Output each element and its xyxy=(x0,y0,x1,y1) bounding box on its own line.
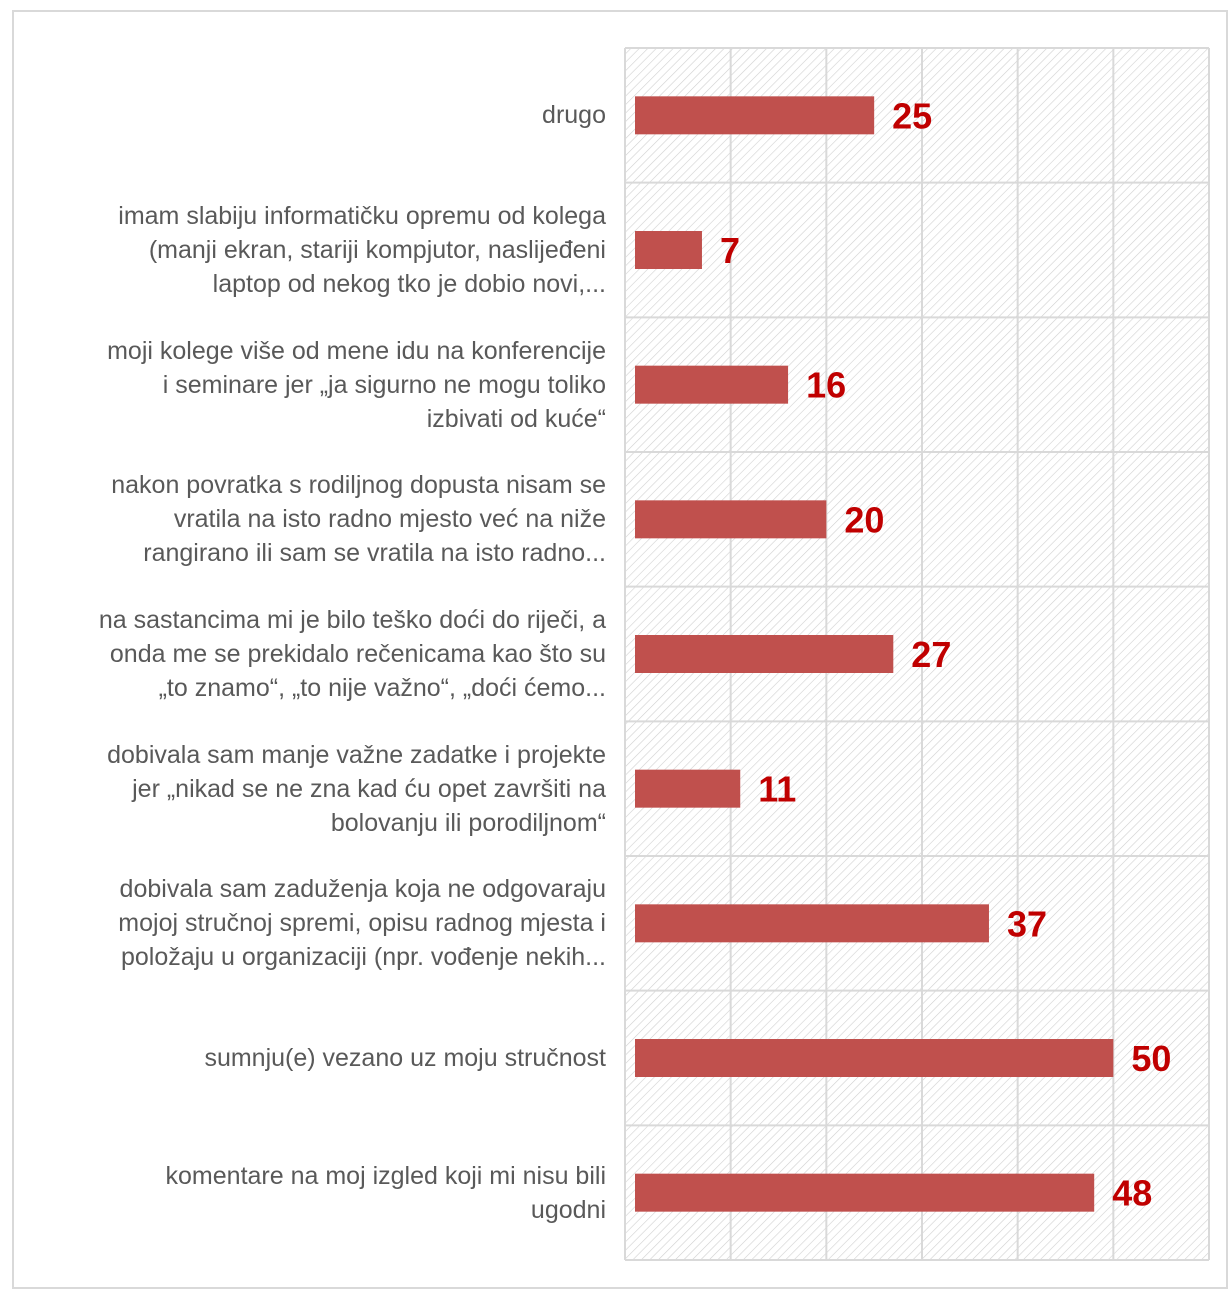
category-label-line: „to znamo“, „to nije važno“, „doći ćemo.… xyxy=(158,673,606,702)
category-label: komentare na moj izgled koji mi nisu bil… xyxy=(20,1125,606,1260)
bar xyxy=(635,769,741,808)
category-label-line: nakon povratka s rodiljnog dopusta nisam… xyxy=(111,471,606,500)
bar xyxy=(635,904,989,943)
category-label-line: komentare na moj izgled koji mi nisu bil… xyxy=(165,1161,606,1190)
bar xyxy=(635,635,894,673)
bars xyxy=(635,96,1114,1212)
value-label: 48 xyxy=(1112,1173,1152,1214)
category-label-line: dobivala sam manje važne zadatke i proje… xyxy=(107,740,606,769)
category-label-line: jer „nikad se ne zna kad ću opet završit… xyxy=(132,774,606,803)
category-label-line: laptop od nekog tko je dobio novi,... xyxy=(212,269,606,298)
value-label: 7 xyxy=(720,230,740,271)
category-label-line: položaju u organizaciji (npr. vođenje ne… xyxy=(120,943,606,972)
category-label-line: vratila na isto radno mjesto već na niže xyxy=(173,505,606,534)
category-label-line: ugodni xyxy=(530,1195,606,1224)
category-label-line: na sastancima mi je bilo teško doći do r… xyxy=(98,605,606,634)
bar xyxy=(635,1173,1095,1212)
data-labels: 25 7 16 20 27 11 37 50 48 xyxy=(720,95,1171,1213)
bar xyxy=(635,96,875,135)
value-label: 20 xyxy=(844,499,884,540)
category-label: imam slabiju informatičku opremu od kole… xyxy=(20,183,606,318)
bar xyxy=(635,231,702,269)
category-label: dobivala sam manje važne zadatke i proje… xyxy=(20,721,606,856)
category-label-line: rangirano ili sam se vratila na isto rad… xyxy=(143,539,606,568)
bar xyxy=(635,500,827,539)
category-label-line: mojoj stručnoj spremi, opisu radnog mjes… xyxy=(118,909,606,938)
category-label-line: drugo xyxy=(542,101,606,130)
category-label-line: onda me se prekidalo rečenicama kao što … xyxy=(109,639,606,668)
category-label: na sastancima mi je bilo teško doći do r… xyxy=(20,587,606,722)
value-label: 50 xyxy=(1131,1038,1171,1079)
category-label-line: (manji ekran, stariji kompjutor, naslije… xyxy=(148,235,606,264)
value-label: 11 xyxy=(758,769,796,810)
category-label: dobivala sam zaduženja koja ne odgovaraj… xyxy=(20,856,606,991)
category-label-line: i seminare jer „ja sigurno ne mogu tolik… xyxy=(162,370,606,399)
value-label: 27 xyxy=(911,634,951,675)
category-label-line: bolovanju ili porodiljnom“ xyxy=(330,808,606,837)
value-label: 37 xyxy=(1007,903,1047,944)
category-label-line: izbivati od kuće“ xyxy=(426,404,606,433)
bar xyxy=(635,1039,1114,1077)
category-label: nakon povratka s rodiljnog dopusta nisam… xyxy=(20,452,606,587)
category-label-line: sumnju(e) vezano uz moju stručnost xyxy=(204,1043,606,1072)
category-label-line: moji kolege više od mene idu na konferen… xyxy=(107,336,606,365)
value-label: 25 xyxy=(892,95,932,136)
bar xyxy=(635,365,789,404)
category-label: moji kolege više od mene idu na konferen… xyxy=(20,317,606,452)
category-label: sumnju(e) vezano uz moju stručnost xyxy=(20,991,606,1126)
category-label: drugo xyxy=(20,48,606,183)
category-label-line: dobivala sam zaduženja koja ne odgovaraj… xyxy=(119,875,606,904)
value-label: 16 xyxy=(806,365,846,406)
category-label-line: imam slabiju informatičku opremu od kole… xyxy=(118,201,606,230)
